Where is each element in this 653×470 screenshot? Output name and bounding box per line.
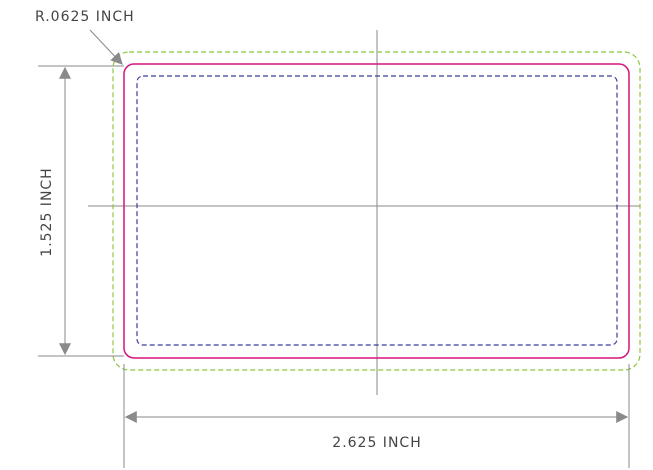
height-label: 1.525 INCH	[39, 167, 55, 256]
width-label: 2.625 INCH	[332, 435, 421, 451]
safe-area-line	[136, 75, 618, 346]
radius-leader-line	[89, 29, 123, 65]
radius-label: R.0625 INCH	[35, 9, 135, 25]
trim-line	[123, 63, 630, 359]
